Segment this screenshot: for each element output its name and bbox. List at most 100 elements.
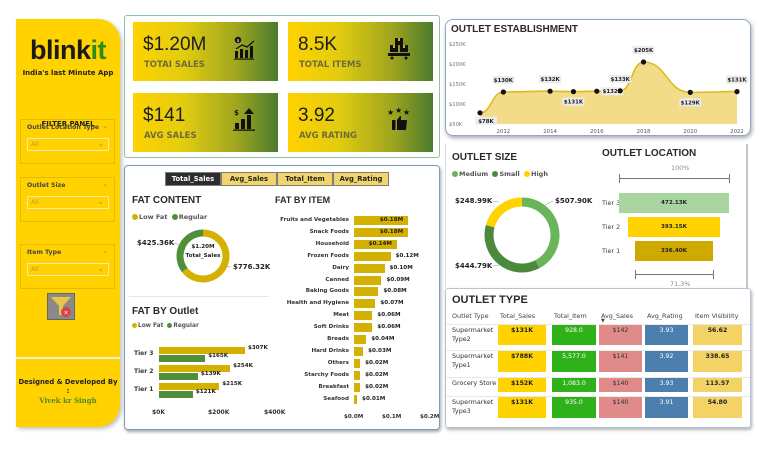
funnel-scale-tick	[729, 174, 730, 183]
category-label: Snack Foods	[309, 228, 349, 235]
data-point[interactable]	[617, 88, 623, 94]
item-bar[interactable]	[354, 394, 358, 404]
data-point[interactable]	[640, 59, 647, 65]
donut-slice-regular[interactable]	[176, 229, 204, 273]
outlet-size-dropdown[interactable]: All ⌄	[27, 196, 109, 209]
data-point[interactable]	[547, 88, 553, 94]
kpi-card-avg-rating: 3.92 AVG RATING ★ ★ ★	[288, 93, 433, 152]
data-point[interactable]	[500, 89, 506, 95]
item-bar[interactable]	[354, 251, 391, 261]
x-tick-label: $0K	[152, 409, 165, 416]
outlet-type-name: Grocery Store	[452, 379, 497, 387]
donut-slice-low-fat[interactable]	[181, 229, 230, 283]
tab-total-sales[interactable]: Total_Sales	[165, 172, 221, 186]
tab-avg-sales[interactable]: Avg_Sales	[221, 172, 277, 186]
data-label-bg	[475, 116, 497, 125]
x-tick-label: $400K	[264, 409, 286, 416]
outlet-size-donut	[484, 197, 560, 273]
data-point[interactable]	[734, 89, 740, 95]
y-tick-label: $150K	[449, 82, 466, 88]
item-bar[interactable]	[354, 370, 361, 380]
item-bar[interactable]	[354, 216, 408, 225]
funnel-bar-tier-1[interactable]: 336.40K	[634, 241, 714, 261]
data-label-bg	[492, 76, 515, 84]
tab-total-item[interactable]: Total_Item	[277, 172, 333, 186]
funnel-bottom-percent: 71.3%	[670, 280, 691, 288]
row-divider	[446, 377, 750, 378]
column-header-avg-sales[interactable]: Avg_Sales	[601, 312, 634, 320]
clear-filters-button[interactable]: ×	[47, 293, 75, 320]
column-header-avg-rating[interactable]: Avg_Rating	[647, 312, 683, 320]
item-bar[interactable]	[354, 311, 373, 321]
data-point[interactable]	[594, 88, 600, 94]
collapse-chevron-icon[interactable]: ⌄	[102, 180, 108, 188]
data-label: $205K	[634, 48, 654, 54]
item-bar[interactable]	[354, 382, 361, 392]
bar-regular[interactable]	[159, 355, 206, 362]
donut-slice-small[interactable]	[484, 225, 540, 273]
item-bar[interactable]	[354, 263, 385, 273]
slicer-outlet-location-type: Outlet Location Type ⌄ All ⌄	[20, 119, 115, 164]
bar-low-fat[interactable]	[159, 365, 231, 372]
legend-label: High	[531, 170, 548, 178]
category-label: Frozen Foods	[307, 252, 349, 259]
outlet-establishment-panel: OUTLET ESTABLISHMENT $50K $100K $150K $200K…	[445, 19, 751, 136]
column-header-item-visibility[interactable]: Item Visibility	[695, 312, 739, 320]
tab-avg-rating[interactable]: Avg_Rating	[333, 172, 389, 186]
item-bar[interactable]	[354, 287, 379, 297]
donut-slice-medium[interactable]	[521, 197, 560, 269]
kpi-card-avg-sales: $141 AVG SALES $	[133, 93, 278, 152]
bar-regular[interactable]	[159, 373, 198, 380]
column-header-total-sales[interactable]: Total_Sales	[500, 312, 536, 320]
item-type-dropdown[interactable]: All ⌄	[27, 263, 109, 276]
slicer-label: Outlet Size	[27, 182, 66, 189]
svg-text:$: $	[237, 38, 240, 44]
funnel-top-percent: 100%	[671, 164, 690, 172]
bar-low-fat[interactable]	[159, 383, 220, 390]
column-header-outlet-type[interactable]: Outlet Type	[452, 312, 489, 320]
bar-data-label: $0.03M	[368, 347, 392, 354]
x-tick-label: $0.1M	[382, 414, 402, 420]
cell-visibility: 56.62	[693, 325, 742, 345]
item-bar[interactable]	[354, 323, 373, 333]
divider	[16, 357, 120, 359]
bar-data-label: $139K	[200, 371, 221, 377]
item-bar[interactable]	[354, 239, 397, 249]
cell-avg-sales: $142	[599, 325, 642, 345]
kpi-card-total-items: 8.5K TOTAL ITEMS	[288, 22, 433, 81]
data-point[interactable]	[477, 110, 483, 116]
data-point[interactable]	[570, 89, 577, 95]
cell-avg-rating: 3.93	[645, 325, 688, 345]
kpi-label: TOTAL ITEMS	[299, 60, 362, 70]
bar-regular[interactable]	[159, 391, 193, 398]
collapse-chevron-icon[interactable]: ⌄	[102, 122, 108, 130]
kpi-label: AVG RATING	[299, 131, 358, 141]
collapse-chevron-icon[interactable]: ⌄	[102, 247, 108, 255]
item-bar[interactable]	[354, 299, 376, 309]
legend-dot-high	[524, 171, 530, 177]
bar-data-label: $215K	[222, 381, 243, 387]
item-bar[interactable]	[354, 275, 382, 285]
item-bar[interactable]	[354, 346, 364, 356]
category-label: Baking Goods	[305, 288, 349, 295]
logo-accent: it	[90, 35, 107, 65]
outlet-type-name: Supermarket Type1	[452, 352, 494, 369]
column-header-total-item[interactable]: Total_Item	[554, 312, 587, 320]
sort-desc-icon[interactable]: ▼	[601, 318, 605, 324]
funnel-bar-tier-2[interactable]: 393.15K	[628, 217, 720, 237]
item-bar[interactable]	[354, 358, 361, 368]
data-label-bg	[601, 87, 624, 96]
funnel-bar-tier-3[interactable]: 472.13K	[619, 193, 729, 213]
item-bar[interactable]	[354, 227, 408, 237]
data-point[interactable]	[687, 89, 693, 95]
data-label: $131K	[564, 100, 584, 106]
metric-selector: Total_Sales Avg_Sales Total_Item Avg_Rat…	[165, 172, 389, 186]
cell-avg-sales: $140	[599, 397, 642, 418]
data-label-bg	[562, 97, 585, 106]
item-bar[interactable]	[354, 335, 367, 344]
cell-total-item: 1,083.0	[552, 378, 596, 392]
outlet-location-type-dropdown[interactable]: All ⌄	[27, 138, 109, 151]
bar-low-fat[interactable]	[159, 347, 245, 354]
cell-avg-rating: 3.92	[645, 351, 688, 372]
donut-slice-high[interactable]	[485, 197, 523, 228]
